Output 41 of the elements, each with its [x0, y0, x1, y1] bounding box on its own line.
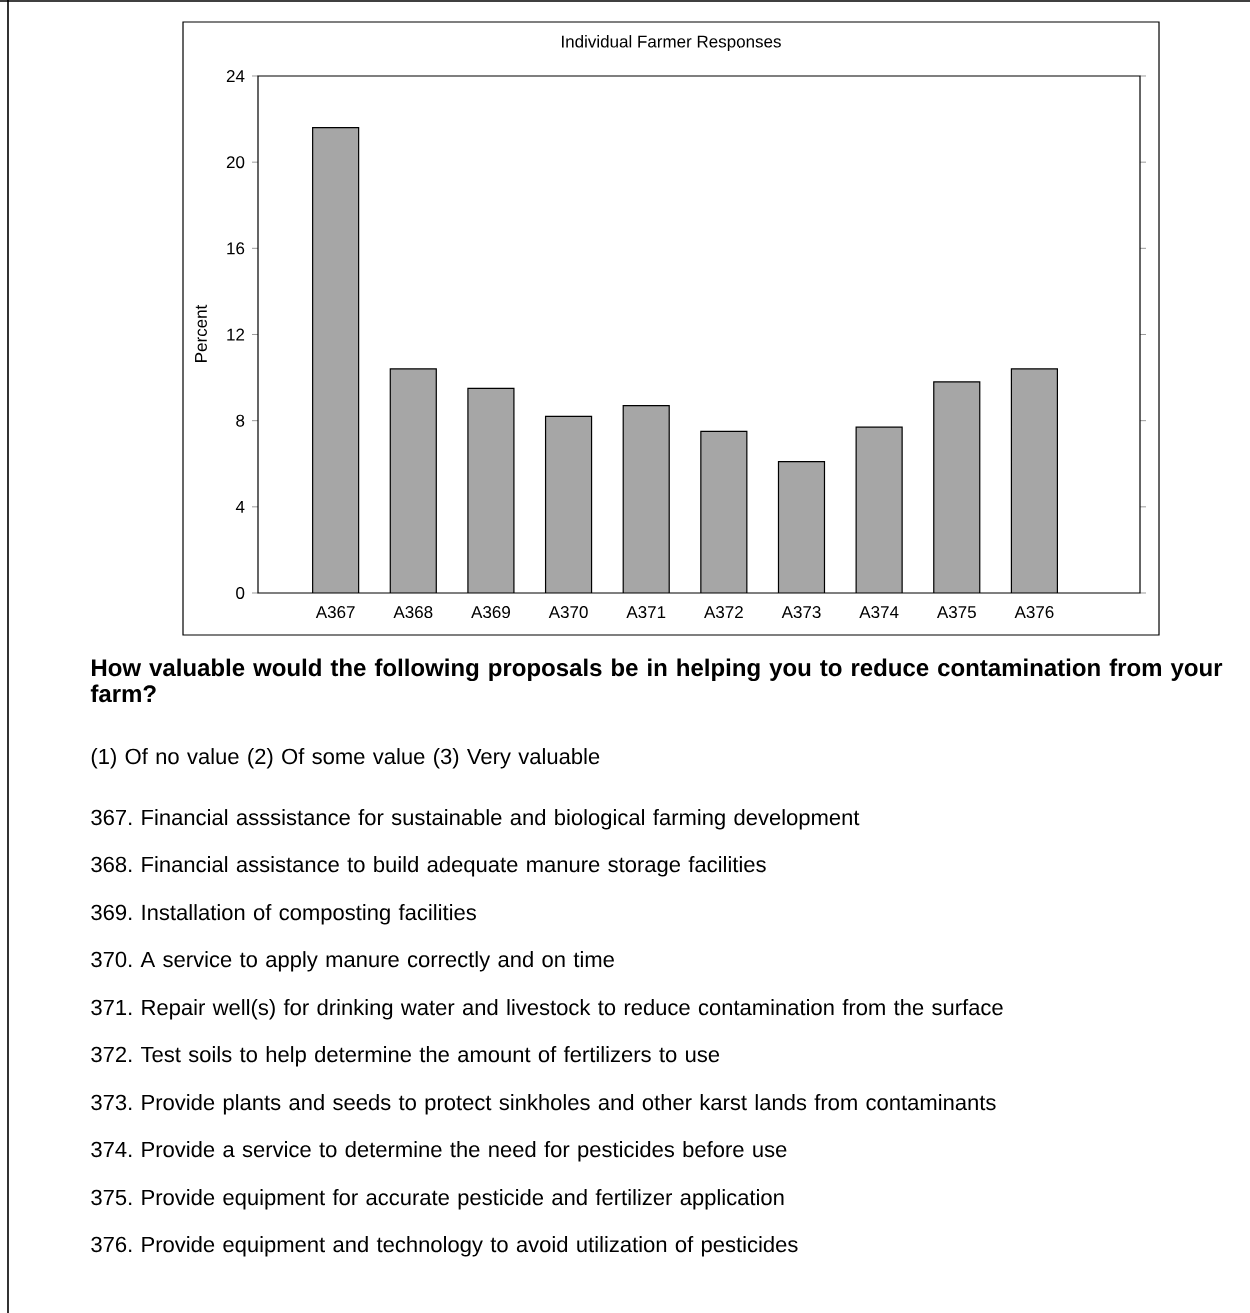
x-tick-label: A370 — [548, 606, 588, 619]
x-tick-label: A367 — [315, 606, 355, 619]
text: 373. Provide plants and seeds to protect sinkholes and other karst lands from contaminants — [91, 1094, 996, 1115]
bar — [623, 405, 670, 593]
y-tick-label: 20 — [226, 156, 245, 169]
bar — [390, 368, 437, 593]
text: (1) Of no value (2) Of some value (3) Very valuable — [91, 748, 600, 769]
x-tick-label: A376 — [1014, 606, 1054, 619]
bar — [312, 127, 359, 593]
y-tick-label: 4 — [235, 500, 245, 513]
text: 369. Installation of composting facilities — [91, 904, 476, 925]
text: 371. Repair well(s) for drinking water and livestock to reduce contamination from the surface — [91, 999, 1003, 1020]
bar — [856, 427, 903, 593]
bar — [545, 416, 592, 593]
y-axis-title: Percent — [195, 304, 207, 362]
x-tick-label: A373 — [781, 606, 821, 619]
text: 367. Financial asssistance for sustainable and biological farming development — [91, 809, 860, 830]
text: 372. Test soils to help determine the amount of fertilizers to use — [91, 1046, 720, 1067]
bar — [700, 431, 747, 593]
y-tick-label: 24 — [226, 70, 245, 82]
text: 376. Provide equipment and technology to avoid utilization of pesticides — [91, 1236, 798, 1257]
text: 370. A service to apply manure correctly and on time — [91, 951, 614, 972]
x-tick-label: A369 — [471, 606, 510, 619]
text: How valuable would the following proposals be in helping you to reduce contamination from your farm? — [90, 658, 1223, 703]
text: 368. Financial assistance to build adequate manure storage facilities — [91, 856, 766, 877]
y-tick-label: 8 — [236, 414, 245, 427]
chart-title: Individual Farmer Responses — [562, 35, 781, 51]
x-tick-label: A368 — [393, 606, 433, 619]
x-tick-label: A371 — [626, 606, 666, 619]
text: 374. Provide a service to determine the need for pesticides before use — [91, 1141, 787, 1162]
x-tick-label: A374 — [859, 606, 899, 619]
bar — [778, 461, 825, 593]
bar — [933, 381, 980, 593]
y-tick-label: 12 — [227, 328, 245, 341]
y-tick-label: 0 — [236, 586, 245, 599]
text: 375. Provide equipment for accurate pesticide and fertilizer application — [91, 1189, 784, 1210]
x-tick-label: A372 — [704, 606, 743, 619]
y-tick-label: 16 — [227, 242, 245, 255]
x-tick-label: A375 — [936, 606, 976, 619]
bar — [1010, 368, 1059, 593]
bar — [467, 388, 514, 593]
